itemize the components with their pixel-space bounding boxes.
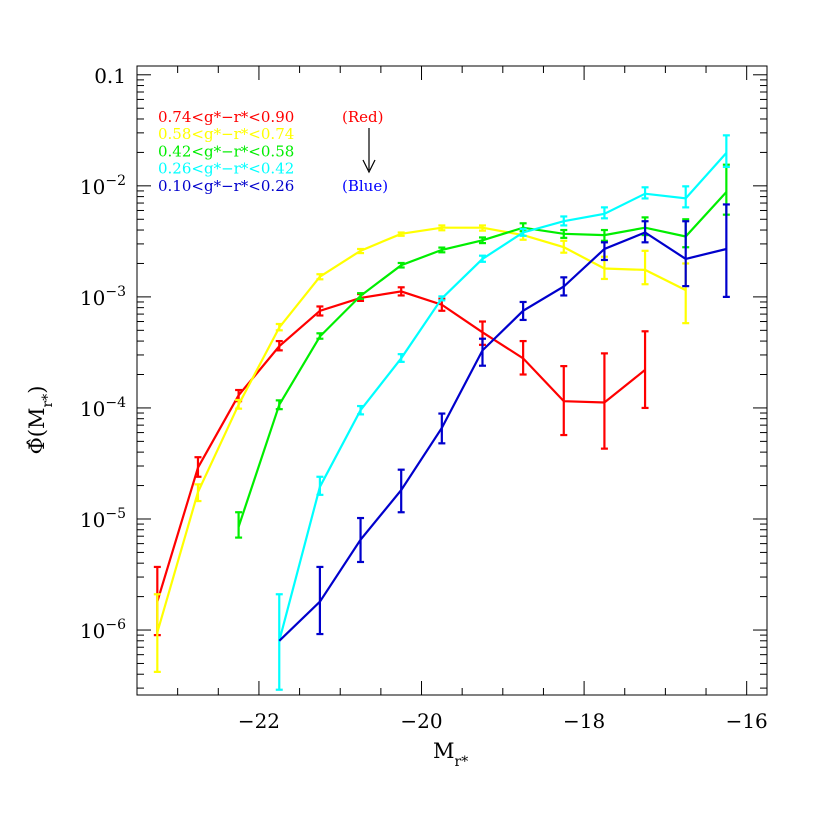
y-tick-label: 10−2 xyxy=(80,173,126,199)
x-tick-label: −16 xyxy=(726,709,768,733)
series-line xyxy=(156,226,687,633)
series-line xyxy=(278,231,727,642)
x-axis-label-sub: r* xyxy=(455,754,469,770)
red-annotation: (Red) xyxy=(342,108,383,126)
plot-frame xyxy=(136,65,768,696)
series-1 xyxy=(153,224,690,673)
series-line xyxy=(156,290,646,603)
legend-entry: 0.42<g*−r*<0.58 xyxy=(158,142,294,160)
y-tick-label: 10−5 xyxy=(80,506,126,532)
x-tick-label: −22 xyxy=(238,709,280,733)
legend-entry: 0.10<g*−r*<0.26 xyxy=(158,177,294,195)
series-4 xyxy=(278,203,730,642)
series-line xyxy=(278,152,728,642)
series-0 xyxy=(153,286,649,637)
axis-tick-labels: −22 −20 −18 −16 0.1 10−2 10−3 10−4 10−5 10−6 xyxy=(80,64,768,733)
y-tick-label: 10−6 xyxy=(80,617,126,643)
y-tick-label: 10−3 xyxy=(80,284,126,310)
axis-ticks xyxy=(136,66,767,695)
legend-entry: 0.26<g*−r*<0.42 xyxy=(158,160,294,178)
legend-entry: 0.58<g*−r*<0.74 xyxy=(158,125,294,143)
x-axis-label: Mr* xyxy=(433,739,468,770)
y-axis-label: Φ̂(Mr*) xyxy=(25,386,56,455)
series-3 xyxy=(275,134,730,691)
legend-entry: 0.74<g*−r*<0.90 xyxy=(158,108,294,126)
y-axis-label-sub: r* xyxy=(40,394,56,408)
arrow-down-icon xyxy=(362,128,376,174)
legend: 0.74<g*−r*<0.900.58<g*−r*<0.740.42<g*−r*… xyxy=(158,108,294,195)
y-tick-label: 10−4 xyxy=(80,395,126,421)
x-tick-label: −18 xyxy=(563,709,605,733)
y-tick-label: 0.1 xyxy=(94,64,126,88)
series-layer xyxy=(153,134,730,691)
x-tick-label: −20 xyxy=(400,709,442,733)
blue-annotation: (Blue) xyxy=(342,177,388,195)
